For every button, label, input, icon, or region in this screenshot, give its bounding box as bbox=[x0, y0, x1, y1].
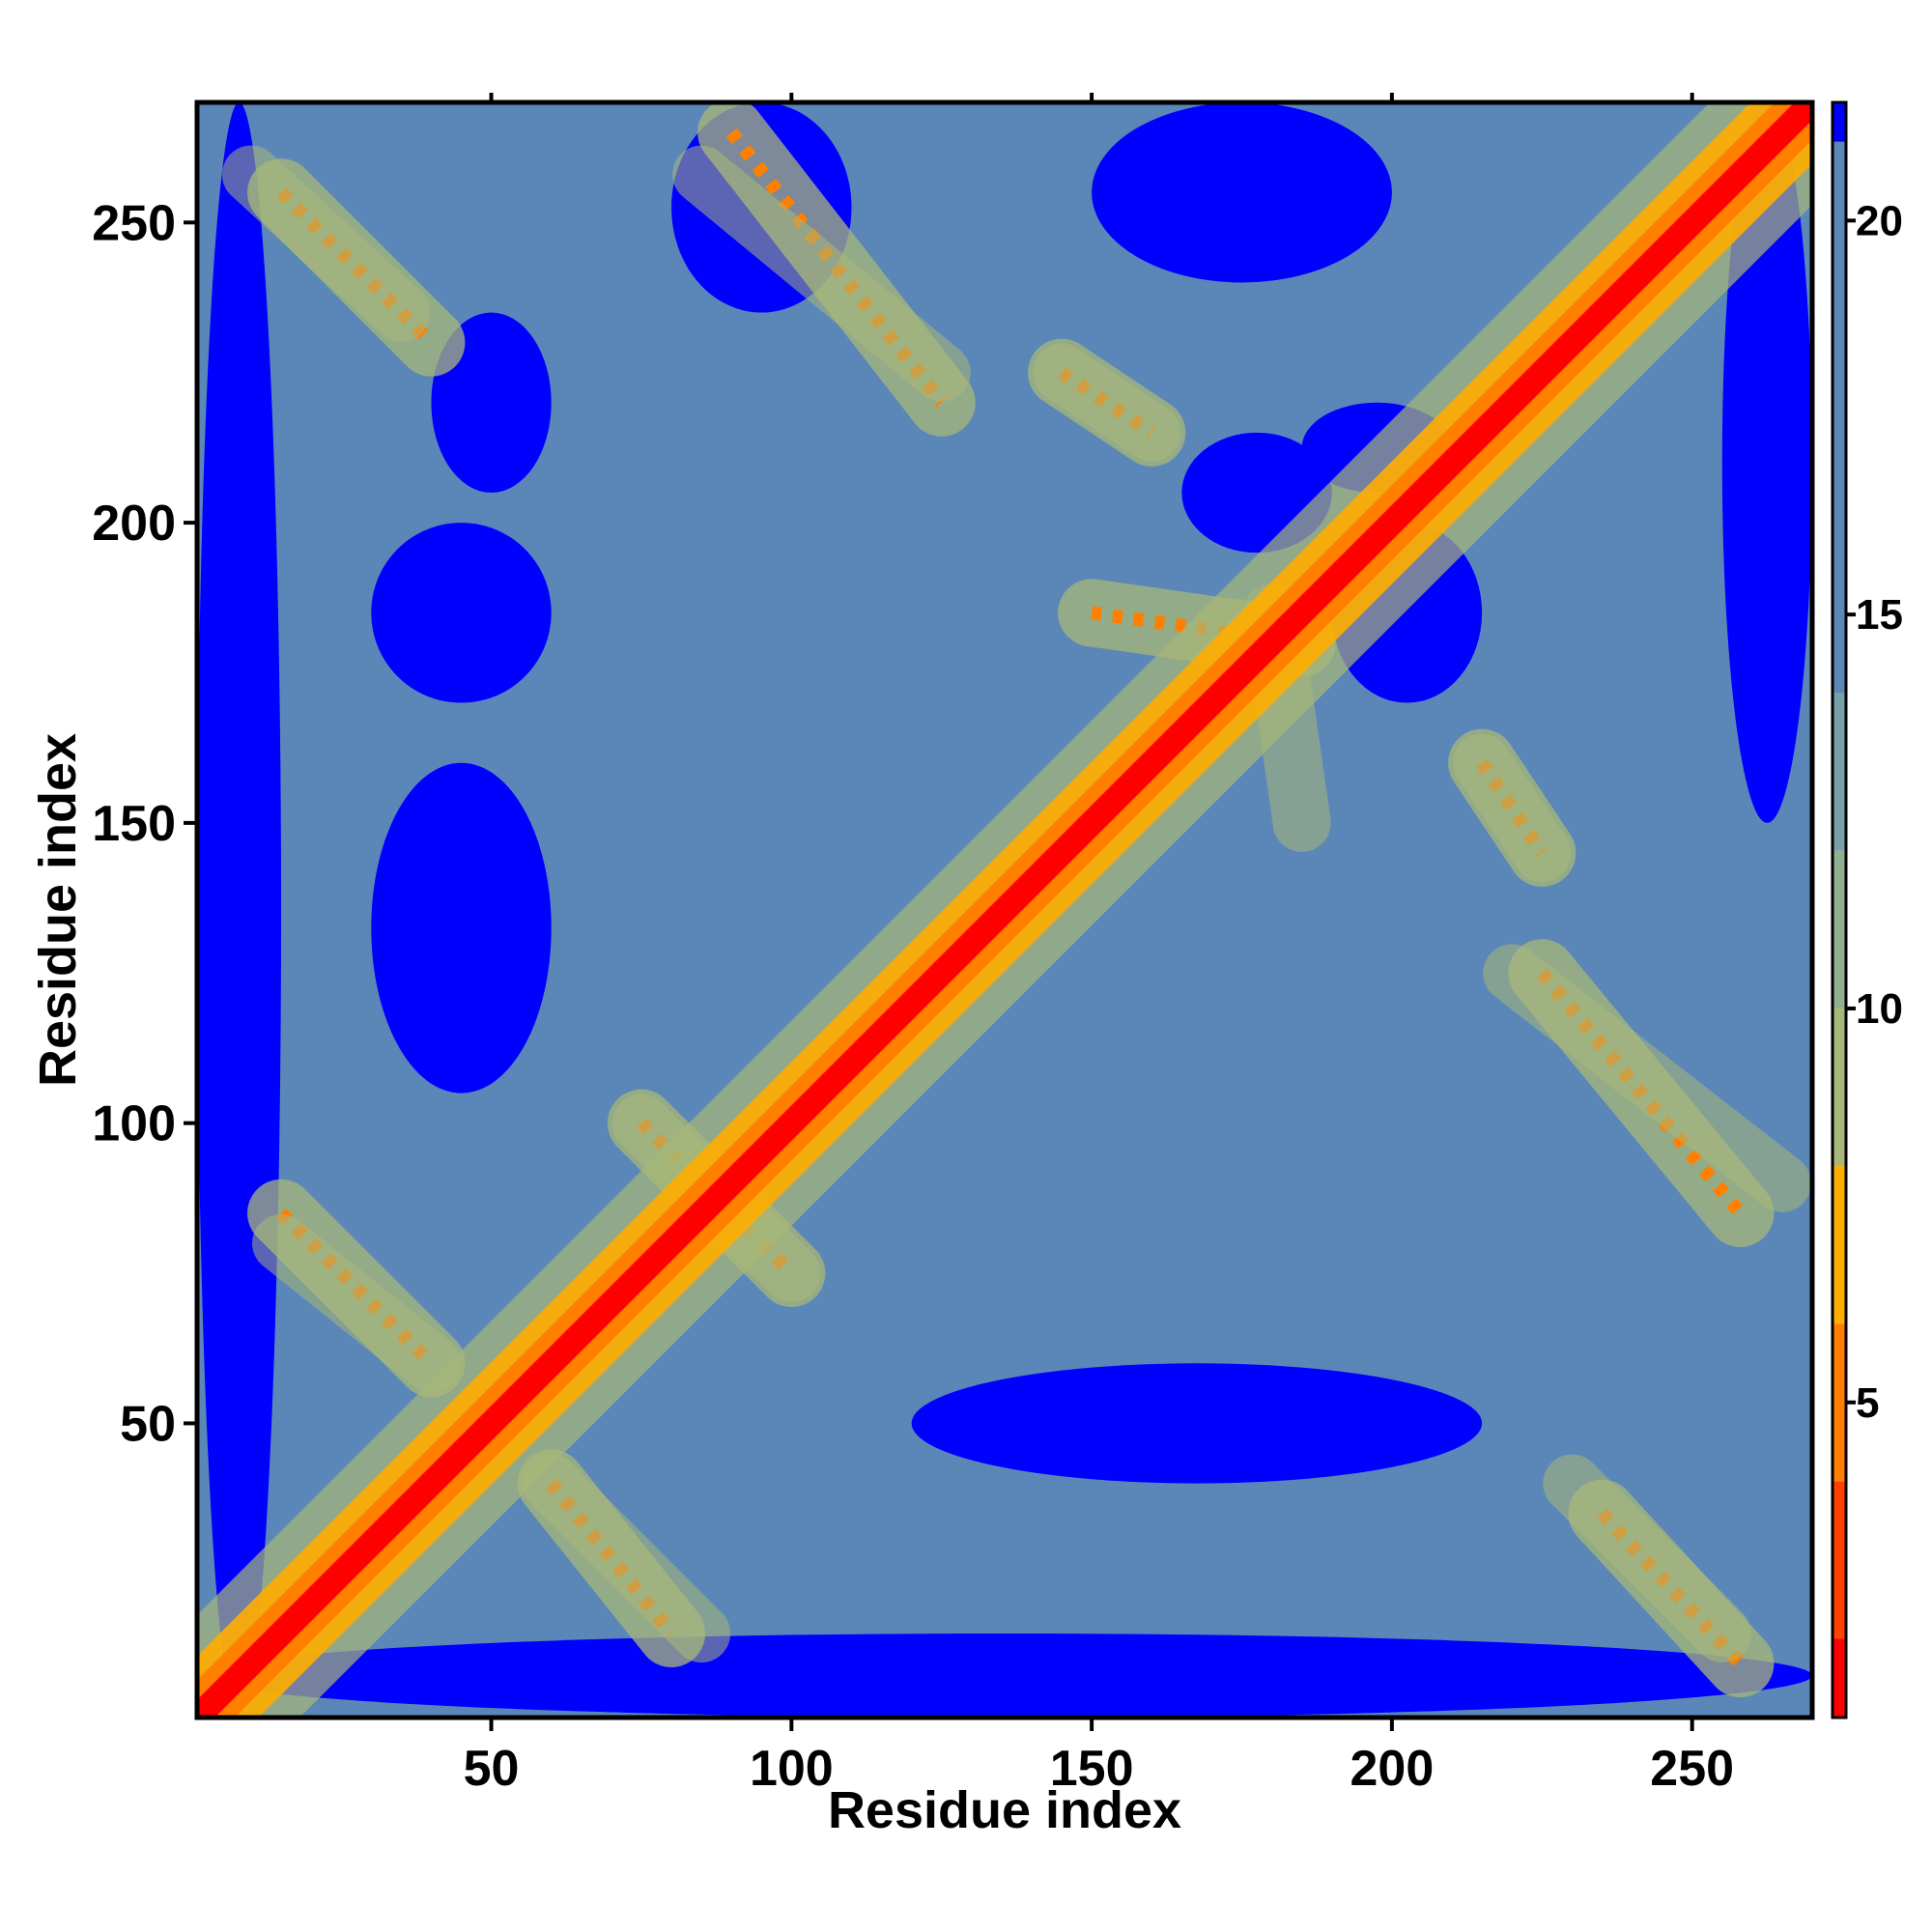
y-tick-label: 200 bbox=[92, 496, 176, 552]
y-axis: 50 100 150 200 250 bbox=[92, 195, 197, 1452]
x-axis: 50 100 150 200 250 bbox=[464, 93, 1734, 1797]
colorbar-band bbox=[1833, 1166, 1846, 1324]
far-distance-region bbox=[371, 523, 552, 703]
colorbar: 5 10 15 20 bbox=[1831, 100, 1903, 1719]
y-tick-label: 250 bbox=[92, 195, 176, 251]
contact-band-mirror bbox=[221, 145, 431, 342]
contact-band-mirror bbox=[1483, 944, 1811, 1212]
colorbar-band bbox=[1833, 850, 1846, 1009]
contact-band-mirror bbox=[1543, 1454, 1751, 1662]
x-tick-label: 250 bbox=[1650, 1741, 1734, 1797]
x-tick-label: 100 bbox=[750, 1741, 834, 1797]
contact-band-mirror bbox=[252, 1213, 461, 1393]
plot-frame bbox=[194, 99, 1815, 1720]
colorbar-tick-label: 15 bbox=[1856, 591, 1903, 639]
contact-band-mirror bbox=[522, 1454, 731, 1662]
diagonal-band bbox=[197, 102, 1812, 1718]
colorbar-band bbox=[1833, 1638, 1846, 1718]
far-distance-region bbox=[197, 102, 282, 1718]
colorbar-band bbox=[1833, 102, 1846, 142]
colorbar-band bbox=[1833, 1323, 1846, 1482]
heatmap-plot-area bbox=[197, 102, 1812, 1718]
x-tick-label: 150 bbox=[1050, 1741, 1134, 1797]
colorbar-band bbox=[1833, 693, 1846, 851]
x-tick-label: 50 bbox=[464, 1741, 520, 1797]
colorbar-band bbox=[1833, 1481, 1846, 1639]
far-distance-region bbox=[911, 1363, 1483, 1484]
x-axis-label: Residue index bbox=[828, 1781, 1181, 1839]
contact-band-mirror bbox=[1033, 343, 1181, 462]
far-distance-region bbox=[1092, 102, 1392, 283]
contact-band-mirror bbox=[672, 145, 971, 402]
colorbar-tick-label: 10 bbox=[1856, 985, 1903, 1033]
far-distance-region bbox=[371, 762, 552, 1094]
colorbar-frame bbox=[1831, 100, 1848, 1719]
far-distance-region bbox=[197, 1633, 1812, 1718]
colorbar-band bbox=[1833, 141, 1846, 694]
y-axis-label: Residue index bbox=[29, 733, 87, 1087]
far-distance-region bbox=[1721, 102, 1812, 823]
contact-band-mirror bbox=[1453, 733, 1572, 882]
colorbar-tick-label: 20 bbox=[1856, 197, 1903, 244]
x-tick-label: 200 bbox=[1350, 1741, 1435, 1797]
y-tick-label: 100 bbox=[92, 1096, 176, 1152]
y-tick-label: 150 bbox=[92, 796, 176, 852]
colorbar-band bbox=[1833, 1008, 1846, 1167]
y-tick-label: 50 bbox=[120, 1396, 176, 1452]
colorbar-tick-label: 5 bbox=[1856, 1379, 1879, 1427]
